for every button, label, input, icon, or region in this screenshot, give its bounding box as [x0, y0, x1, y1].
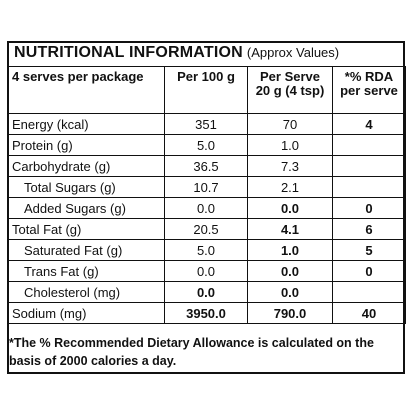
- nutrient-name: Carbohydrate (g): [7, 155, 165, 177]
- per-serve-value: 0.0: [247, 197, 333, 219]
- nutrient-name: Total Sugars (g): [7, 176, 165, 198]
- table-row: Saturated Fat (g) 5.0 1.0 5: [7, 239, 406, 261]
- nutrition-table: 4 serves per package Per 100 g Per Serve…: [7, 66, 406, 324]
- table-row: Total Sugars (g) 10.7 2.1: [7, 176, 406, 198]
- per-100g-value: 5.0: [164, 239, 248, 261]
- per-serve-value: 4.1: [247, 218, 333, 240]
- rda-value: 40: [332, 302, 406, 324]
- rda-value: [332, 134, 406, 156]
- nutrient-name: Energy (kcal): [7, 113, 165, 135]
- table-row: Protein (g) 5.0 1.0: [7, 134, 406, 156]
- per-serve-value: 790.0: [247, 302, 333, 324]
- title-sub: (Approx Values): [246, 45, 340, 60]
- per-serve-value: 70: [247, 113, 333, 135]
- header-rda: *% RDA per serve: [332, 66, 406, 114]
- nutrient-name: Saturated Fat (g): [7, 239, 165, 261]
- rda-value: 0: [332, 197, 406, 219]
- rda-value: [332, 176, 406, 198]
- nutrient-name: Added Sugars (g): [7, 197, 165, 219]
- per-100g-value: 0.0: [164, 281, 248, 303]
- table-row: Total Fat (g) 20.5 4.1 6: [7, 218, 406, 240]
- per-100g-value: 3950.0: [164, 302, 248, 324]
- table-row: Carbohydrate (g) 36.5 7.3: [7, 155, 406, 177]
- header-per-serve: Per Serve 20 g (4 tsp): [247, 66, 333, 114]
- nutrient-name: Sodium (mg): [7, 302, 165, 324]
- nutrient-name: Trans Fat (g): [7, 260, 165, 282]
- table-row: Energy (kcal) 351 70 4: [7, 113, 406, 135]
- rda-value: 6: [332, 218, 406, 240]
- rda-value: [332, 281, 406, 303]
- rda-value: 5: [332, 239, 406, 261]
- per-100g-value: 351: [164, 113, 248, 135]
- rda-footnote: *The % Recommended Dietary Allowance is …: [9, 336, 374, 368]
- per-serve-value: 7.3: [247, 155, 333, 177]
- per-serve-value: 1.0: [247, 134, 333, 156]
- table-row: Sodium (mg) 3950.0 790.0 40: [7, 302, 406, 324]
- per-serve-value: 0.0: [247, 260, 333, 282]
- nutrient-name: Cholesterol (mg): [7, 281, 165, 303]
- label-title: NUTRITIONAL INFORMATION (Approx Values): [14, 42, 408, 64]
- nutrient-name: Protein (g): [7, 134, 165, 156]
- per-100g-value: 36.5: [164, 155, 248, 177]
- per-100g-value: 20.5: [164, 218, 248, 240]
- per-serve-value: 1.0: [247, 239, 333, 261]
- table-header-row: 4 serves per package Per 100 g Per Serve…: [7, 66, 406, 114]
- rda-value: [332, 155, 406, 177]
- per-100g-value: 0.0: [164, 260, 248, 282]
- per-100g-value: 0.0: [164, 197, 248, 219]
- per-serve-value: 0.0: [247, 281, 333, 303]
- title-main: NUTRITIONAL INFORMATION: [14, 44, 243, 61]
- table-row: Cholesterol (mg) 0.0 0.0: [7, 281, 406, 303]
- per-100g-value: 5.0: [164, 134, 248, 156]
- rda-value: 0: [332, 260, 406, 282]
- per-serve-value: 2.1: [247, 176, 333, 198]
- per-100g-value: 10.7: [164, 176, 248, 198]
- table-row: Added Sugars (g) 0.0 0.0 0: [7, 197, 406, 219]
- header-per-100g: Per 100 g: [164, 66, 248, 114]
- header-serves: 4 serves per package: [7, 66, 165, 114]
- nutrient-name: Total Fat (g): [7, 218, 165, 240]
- rda-value: 4: [332, 113, 406, 135]
- table-row: Trans Fat (g) 0.0 0.0 0: [7, 260, 406, 282]
